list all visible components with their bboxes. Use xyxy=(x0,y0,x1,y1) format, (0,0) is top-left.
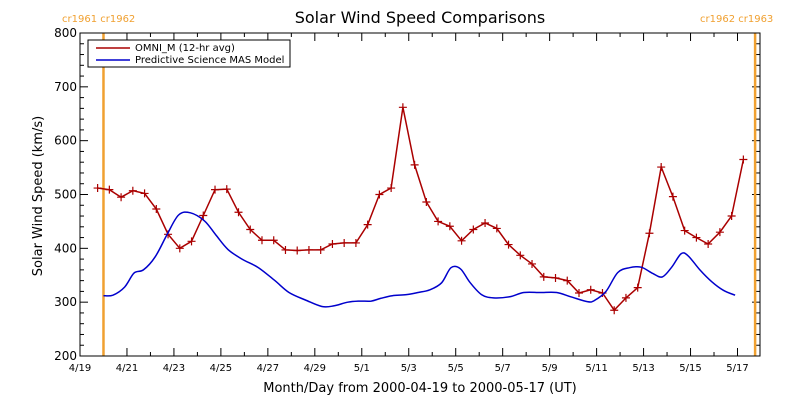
y-tick-label: 300 xyxy=(54,295,77,309)
omni-data-point xyxy=(445,222,454,231)
carrington-label-layer: cr1961 cr1962 cr1962 cr1963 xyxy=(62,14,773,25)
x-tick-label: 4/21 xyxy=(116,363,138,374)
omni-data-point xyxy=(222,185,231,194)
legend-label-omni: OMNI_M (12-hr avg) xyxy=(135,43,235,54)
omni-data-point xyxy=(469,225,478,234)
y-tick-label: 400 xyxy=(54,241,77,255)
x-axis-label: Month/Day from 2000-04-19 to 2000-05-17 … xyxy=(263,381,576,396)
x-tick-label: 5/1 xyxy=(354,363,370,374)
omni-series-line xyxy=(97,107,745,312)
omni-data-point xyxy=(539,272,548,281)
x-tick-label: 4/19 xyxy=(69,363,91,374)
legend-box xyxy=(87,39,291,68)
carrington-marker-label: cr1961 cr1962 xyxy=(62,14,135,25)
omni-data-point xyxy=(434,217,443,226)
chart-title: Solar Wind Speed Comparisons xyxy=(295,8,546,27)
omni-data-point xyxy=(563,276,572,285)
omni-data-point xyxy=(610,306,619,315)
omni-data-point xyxy=(457,236,466,245)
omni-data-point xyxy=(187,237,196,246)
axis-ticks: 200 300 400 500 600 700 800 4/19 4/21 4/23 4/25 4/2… xyxy=(54,26,760,374)
mas-model-series-line xyxy=(103,211,736,308)
omni-data-point xyxy=(551,273,560,282)
omni-data-point xyxy=(668,192,677,201)
omni-data-point xyxy=(692,233,701,242)
carrington-markers xyxy=(102,33,757,356)
omni-data-point xyxy=(105,185,114,194)
x-tick-label: 5/7 xyxy=(495,363,511,374)
x-tick-label: 5/11 xyxy=(585,363,607,374)
omni-data-point xyxy=(363,220,372,229)
y-tick-label: 600 xyxy=(54,134,77,148)
omni-data-point xyxy=(422,198,431,207)
omni-data-point xyxy=(93,184,102,193)
omni-data-point xyxy=(140,189,149,198)
x-tick-label: 5/17 xyxy=(726,363,748,374)
omni-data-point xyxy=(574,289,583,298)
y-tick-label: 500 xyxy=(54,188,77,202)
omni-data-point xyxy=(680,226,689,235)
omni-data-point xyxy=(492,224,501,233)
omni-data-point xyxy=(621,293,630,302)
x-tick-label: 4/29 xyxy=(304,363,326,374)
omni-data-point xyxy=(234,208,243,217)
omni-data-point xyxy=(175,244,184,253)
y-tick-label: 700 xyxy=(54,80,77,94)
omni-data-point xyxy=(152,205,161,214)
omni-data-point xyxy=(481,219,490,228)
y-axis-label: Solar Wind Speed (km/s) xyxy=(31,116,46,276)
omni-data-point xyxy=(117,193,126,202)
omni-data-point xyxy=(516,251,525,260)
x-tick-label: 4/25 xyxy=(210,363,232,374)
x-tick-label: 4/27 xyxy=(257,363,279,374)
y-tick-label: 800 xyxy=(54,26,77,40)
plot-frame xyxy=(79,32,761,357)
series-layer xyxy=(93,103,748,315)
omni-data-point xyxy=(504,240,513,249)
omni-data-point xyxy=(704,240,713,249)
omni-data-point xyxy=(727,212,736,221)
omni-data-point xyxy=(633,283,642,292)
omni-data-point xyxy=(269,236,278,245)
omni-data-point xyxy=(351,238,360,247)
carrington-marker-label: cr1962 cr1963 xyxy=(700,14,773,25)
omni-data-point xyxy=(128,186,137,195)
omni-data-point xyxy=(199,211,208,220)
x-tick-label: 5/3 xyxy=(401,363,417,374)
omni-data-point xyxy=(246,225,255,234)
omni-data-point xyxy=(340,238,349,247)
x-tick-label: 4/23 xyxy=(163,363,185,374)
omni-data-point xyxy=(304,245,313,254)
omni-data-point xyxy=(375,190,384,199)
x-tick-label: 5/15 xyxy=(679,363,701,374)
legend-label-mas: Predictive Science MAS Model xyxy=(135,55,284,66)
omni-data-point xyxy=(293,246,302,255)
omni-data-point xyxy=(328,240,337,249)
omni-data-point xyxy=(398,103,407,112)
omni-data-point xyxy=(316,245,325,254)
omni-data-point xyxy=(715,228,724,237)
omni-data-point xyxy=(645,229,654,238)
omni-data-point xyxy=(739,155,748,164)
legend: OMNI_M (12-hr avg) Predictive Science MA… xyxy=(87,39,291,68)
x-tick-label: 5/9 xyxy=(542,363,558,374)
omni-data-point xyxy=(657,163,666,172)
x-tick-label: 5/5 xyxy=(448,363,464,374)
y-tick-label: 200 xyxy=(54,349,77,363)
omni-data-point xyxy=(528,259,537,268)
omni-data-point xyxy=(257,236,266,245)
omni-data-point xyxy=(586,285,595,294)
omni-data-point xyxy=(211,185,220,194)
omni-data-point xyxy=(281,245,290,254)
x-tick-label: 5/13 xyxy=(632,363,654,374)
omni-data-point xyxy=(410,160,419,169)
omni-data-point xyxy=(387,184,396,193)
